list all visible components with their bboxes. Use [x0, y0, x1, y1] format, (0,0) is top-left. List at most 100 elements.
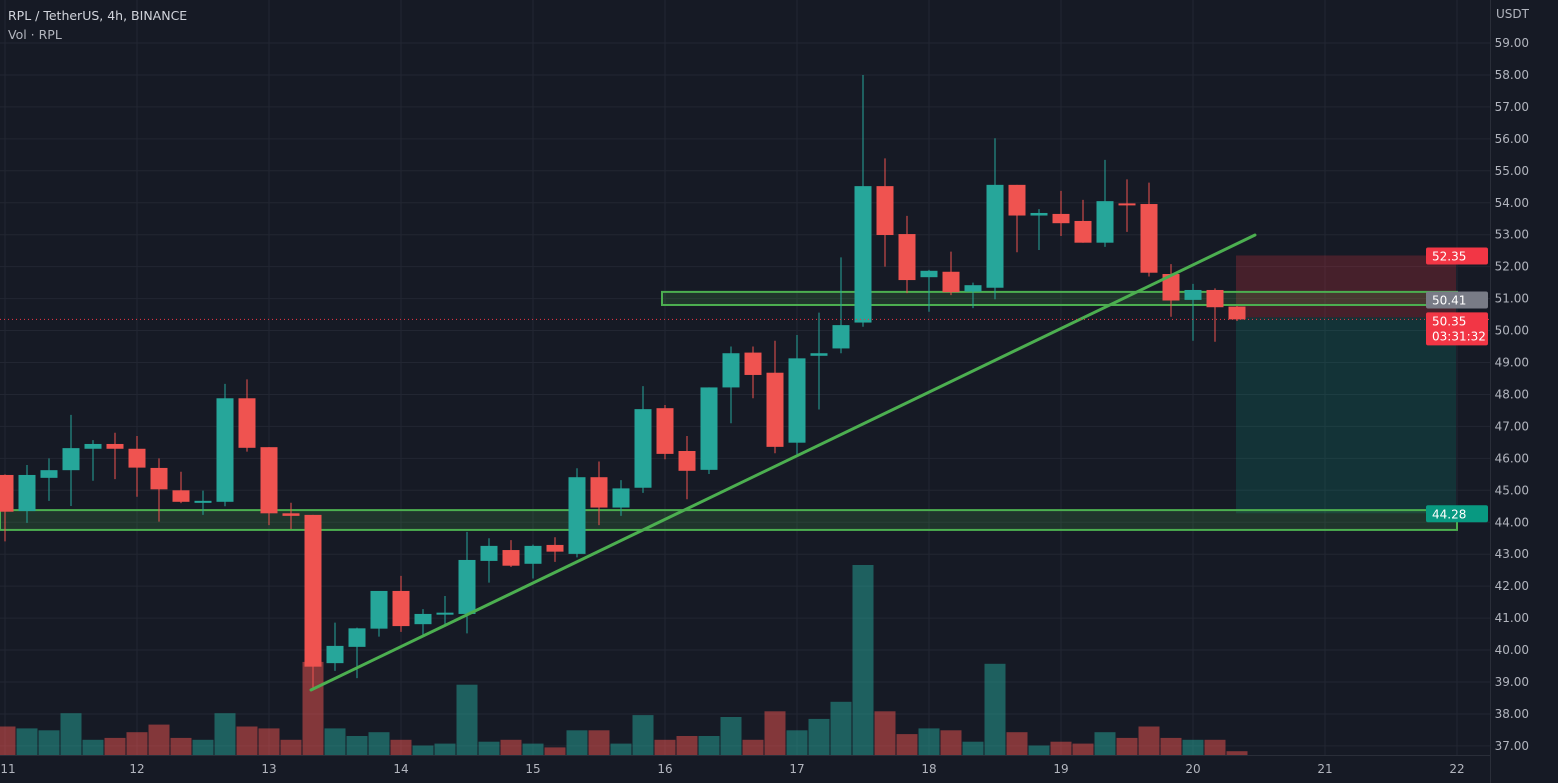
volume-bar — [0, 726, 16, 755]
candle-down — [876, 186, 894, 236]
candle-up — [788, 358, 806, 443]
symbol-title[interactable]: RPL / TetherUS, 4h, BINANCE — [8, 8, 188, 23]
short-position-tool[interactable] — [1236, 255, 1456, 514]
candle-up — [326, 645, 344, 664]
volume-bar — [764, 711, 786, 755]
price-tick-label: 51.00 — [1495, 292, 1529, 306]
candle-up — [1030, 212, 1048, 216]
price-tick-label: 54.00 — [1495, 196, 1529, 210]
candle-up — [370, 590, 388, 629]
price-tick-label: 42.00 — [1495, 579, 1529, 593]
target-price-tag-text: 44.28 — [1432, 507, 1466, 521]
candle-up — [436, 612, 454, 615]
entry-price-tag-text: 50.41 — [1432, 293, 1466, 307]
candle-down — [260, 447, 278, 514]
volume-bar — [324, 728, 346, 755]
volume-bar — [1182, 739, 1204, 755]
price-tick-label: 59.00 — [1495, 36, 1529, 50]
volume-bar — [280, 739, 302, 755]
volume-bar — [1160, 737, 1182, 755]
volume-bar — [786, 730, 808, 755]
time-tick-label: 18 — [921, 762, 936, 776]
volume-bar — [258, 728, 280, 755]
candle-down — [1074, 220, 1092, 243]
volume-bar — [478, 741, 500, 755]
volume-bar — [544, 747, 566, 755]
candle-up — [84, 443, 102, 449]
volume-bar — [896, 734, 918, 755]
time-tick-label: 15 — [525, 762, 540, 776]
support-zone — [661, 290, 1458, 306]
last-price-tag-text: 50.35 — [1432, 314, 1466, 328]
volume-bar — [720, 717, 742, 755]
price-tick-label: 44.00 — [1495, 515, 1529, 529]
volume-bar — [434, 743, 456, 755]
candle-up — [348, 628, 366, 647]
candle-up — [568, 477, 586, 554]
volume-bar — [830, 701, 852, 755]
candle-down — [0, 474, 14, 512]
volume-bars — [0, 565, 1248, 755]
entry-price-tag — [1426, 291, 1488, 309]
volume-bar — [236, 726, 258, 755]
candle-up — [216, 398, 234, 502]
candle-up — [700, 387, 718, 470]
candle-down — [1118, 203, 1136, 206]
time-axis[interactable]: 11 12 13 14 15 16 17 18 19 20 21 22 — [0, 762, 1464, 776]
volume-bar — [1094, 732, 1116, 755]
volume-bar — [1116, 737, 1138, 755]
candle-down — [304, 514, 322, 667]
volume-bar — [1204, 739, 1226, 755]
price-tick-label: 45.00 — [1495, 483, 1529, 497]
candle-up — [18, 474, 36, 512]
price-tick-label: 37.00 — [1495, 739, 1529, 753]
time-tick-label: 19 — [1053, 762, 1068, 776]
stop-price-tag — [1426, 247, 1488, 265]
volume-bar — [16, 728, 38, 755]
volume-bar — [192, 739, 214, 755]
volume-bar — [104, 737, 126, 755]
volume-bar — [82, 739, 104, 755]
time-tick-label: 17 — [789, 762, 804, 776]
time-tick-label: 13 — [261, 762, 276, 776]
price-tick-label: 43.00 — [1495, 547, 1529, 561]
volume-bar — [148, 724, 170, 755]
candle-down — [238, 398, 256, 448]
candle-down — [766, 372, 784, 447]
price-tick-label: 50.00 — [1495, 324, 1529, 338]
price-tick-label: 57.00 — [1495, 100, 1529, 114]
candle-down — [150, 467, 168, 490]
volume-bar — [368, 732, 390, 755]
target-price-tag — [1426, 505, 1488, 523]
price-tick-label: 53.00 — [1495, 228, 1529, 242]
candle-up — [810, 353, 828, 356]
volume-bar — [412, 745, 434, 755]
candle-down — [392, 590, 410, 627]
candle-down — [128, 448, 146, 468]
trendline-segment — [309, 233, 1257, 692]
candle-down — [590, 477, 608, 508]
volume-bar — [126, 732, 148, 755]
volume-bar — [918, 728, 940, 755]
volume-bar — [588, 730, 610, 755]
price-tick-label: 49.00 — [1495, 356, 1529, 370]
candle-down — [1228, 306, 1246, 320]
trendline[interactable] — [309, 233, 1257, 692]
volume-bar — [346, 736, 368, 755]
candle-up — [458, 559, 476, 614]
volume-bar — [698, 736, 720, 755]
last-price-tag — [1426, 312, 1488, 346]
volume-bar — [500, 739, 522, 755]
price-axis[interactable]: 37.00 38.00 39.00 40.00 41.00 42.00 43.00 44.00… — [1495, 36, 1529, 753]
candle-up — [612, 488, 630, 508]
currency-label: USDT — [1496, 7, 1530, 21]
candle-up — [480, 545, 498, 561]
volume-bar — [214, 713, 236, 755]
price-tick-label: 55.00 — [1495, 164, 1529, 178]
volume-bar — [874, 711, 896, 755]
candle-down — [1140, 204, 1158, 273]
candle-up — [854, 186, 872, 323]
stop-loss-area — [1236, 255, 1456, 318]
volume-legend[interactable]: Vol · RPL — [8, 27, 62, 42]
